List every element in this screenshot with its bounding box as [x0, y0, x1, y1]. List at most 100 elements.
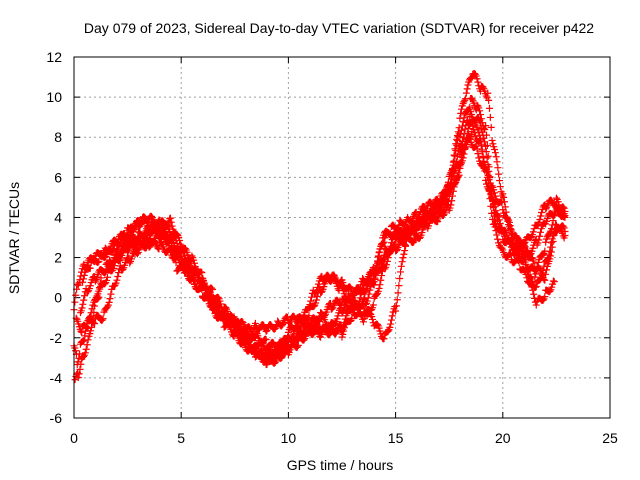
data-point	[560, 224, 568, 232]
data-point	[547, 225, 555, 233]
data-point	[366, 310, 374, 318]
data-point	[448, 197, 456, 205]
data-point	[458, 149, 466, 157]
data-point	[82, 323, 90, 331]
data-point	[543, 266, 551, 274]
data-point	[72, 291, 80, 299]
data-point	[186, 265, 194, 273]
data-point	[106, 295, 114, 303]
data-point	[484, 89, 492, 97]
data-point	[140, 213, 148, 221]
data-point	[87, 327, 95, 335]
data-point	[105, 298, 113, 306]
data-point	[339, 287, 347, 295]
data-point	[537, 228, 545, 236]
data-point	[493, 158, 501, 166]
data-point	[75, 279, 83, 287]
data-point	[455, 171, 463, 179]
data-point	[305, 323, 313, 331]
data-point	[311, 289, 319, 297]
data-point	[398, 258, 406, 266]
data-point	[439, 211, 447, 219]
data-point	[384, 327, 392, 335]
data-point	[136, 219, 144, 227]
data-point	[282, 343, 290, 351]
data-point	[176, 240, 184, 248]
data-point	[531, 273, 539, 281]
data-point	[470, 129, 478, 137]
data-point	[293, 343, 301, 351]
data-point	[294, 336, 302, 344]
data-point	[191, 263, 199, 271]
data-point	[86, 282, 94, 290]
data-point	[82, 345, 90, 353]
data-point	[491, 223, 499, 231]
data-point	[285, 319, 293, 327]
data-point	[370, 281, 378, 289]
data-point	[199, 277, 207, 285]
data-point	[169, 248, 177, 256]
data-point	[555, 201, 563, 209]
data-point	[363, 297, 371, 305]
data-point	[386, 230, 394, 238]
data-point	[486, 104, 494, 112]
x-tick-label: 0	[70, 430, 78, 446]
data-point	[541, 276, 549, 284]
data-point	[529, 228, 537, 236]
data-point	[409, 227, 417, 235]
data-point	[391, 303, 399, 311]
data-point	[457, 109, 465, 117]
data-point	[224, 316, 232, 324]
data-point	[445, 187, 453, 195]
data-point	[498, 198, 506, 206]
data-point	[133, 234, 141, 242]
data-point	[458, 153, 466, 161]
data-point	[172, 259, 180, 267]
y-tick-label: 2	[54, 250, 62, 266]
data-point	[380, 251, 388, 259]
data-point	[487, 123, 495, 131]
data-point	[460, 98, 468, 106]
data-point	[339, 325, 347, 333]
data-point	[541, 247, 549, 255]
data-point	[133, 244, 141, 252]
data-point	[341, 315, 349, 323]
data-point	[163, 231, 171, 239]
data-point	[512, 232, 520, 240]
data-point	[496, 183, 504, 191]
data-point	[230, 324, 238, 332]
data-point	[356, 284, 364, 292]
data-point	[540, 276, 548, 284]
data-point	[507, 249, 515, 257]
data-point	[277, 345, 285, 353]
data-point	[188, 252, 196, 260]
data-point	[538, 208, 546, 216]
data-point	[347, 306, 355, 314]
data-point	[396, 274, 404, 282]
data-point	[249, 327, 257, 335]
data-point	[80, 296, 88, 304]
data-point	[222, 304, 230, 312]
data-point	[348, 315, 356, 323]
data-point	[78, 304, 86, 312]
data-point	[561, 227, 569, 235]
data-point	[475, 115, 483, 123]
data-point	[452, 163, 460, 171]
data-point	[526, 279, 534, 287]
data-point	[539, 251, 547, 259]
data-point	[546, 255, 554, 263]
data-point	[305, 312, 313, 320]
data-point	[115, 257, 123, 265]
data-point	[454, 173, 462, 181]
data-point	[434, 215, 442, 223]
data-point	[458, 137, 466, 145]
data-point	[474, 150, 482, 158]
data-point	[550, 278, 558, 286]
data-point	[77, 360, 85, 368]
data-point	[522, 246, 530, 254]
data-point	[401, 241, 409, 249]
data-point	[414, 214, 422, 222]
y-tick-label: 4	[54, 209, 62, 225]
data-point	[87, 323, 95, 331]
data-point	[492, 153, 500, 161]
